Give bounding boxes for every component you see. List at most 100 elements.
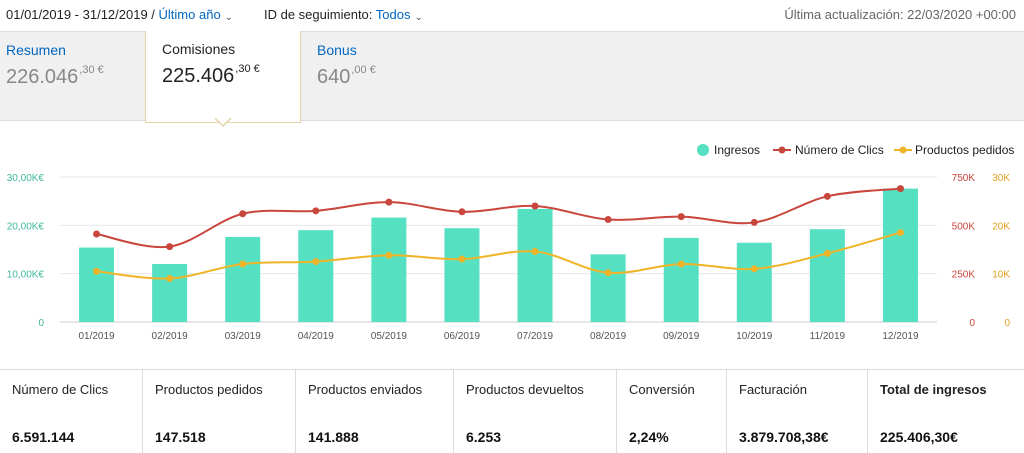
legend-pedidos-label: Productos pedidos	[915, 143, 1014, 157]
right-axis-orders-tick: 20K	[992, 221, 1010, 232]
point-numero-de-clics	[239, 210, 247, 218]
stat-label: Total de ingresos	[880, 382, 987, 397]
bar-ingresos	[809, 229, 845, 322]
x-axis-tick: 07/2019	[517, 331, 554, 342]
x-axis-tick: 06/2019	[444, 331, 481, 342]
stat-value: 6.591.144	[12, 429, 75, 445]
legend-ingresos-label: Ingresos	[714, 143, 760, 157]
x-axis-tick: 05/2019	[371, 331, 408, 342]
bar-ingresos	[517, 208, 553, 322]
left-axis-tick: 10,00K€	[7, 270, 45, 281]
top-filter-bar: 01/01/2019 - 31/12/2019 / Último año ⌄ ID…	[0, 0, 1024, 30]
bar-ingresos	[882, 188, 918, 322]
stat-label: Productos devueltos	[466, 382, 584, 397]
stat-label: Conversión	[629, 382, 695, 397]
x-axis-tick: 12/2019	[882, 331, 919, 342]
bar-ingresos	[371, 217, 407, 322]
point-productos-pedidos	[750, 265, 758, 273]
point-productos-pedidos	[604, 269, 612, 277]
stat-value: 147.518	[155, 429, 206, 445]
stat-label: Facturación	[739, 382, 807, 397]
stat-shipped: Productos enviados 141.888	[295, 370, 453, 453]
right-axis-clicks-tick: 500K	[952, 221, 976, 232]
chevron-down-icon[interactable]: ⌄	[224, 12, 234, 23]
x-axis-tick: 10/2019	[736, 331, 773, 342]
tracking-id-label: ID de seguimiento:	[264, 7, 373, 22]
legend-clics-label: Número de Clics	[795, 143, 884, 157]
legend-ingresos-swatch	[697, 144, 709, 156]
stat-value: 141.888	[308, 429, 359, 445]
point-productos-pedidos	[458, 255, 466, 263]
x-axis-tick: 04/2019	[298, 331, 335, 342]
tab-resumen[interactable]: Resumen 226.046,30 €	[0, 32, 145, 120]
stat-value: 2,24%	[629, 429, 669, 445]
bar-ingresos	[444, 228, 480, 322]
bar-ingresos	[225, 236, 261, 322]
left-axis-tick: 30,00K€	[7, 173, 45, 184]
stat-billing: Facturación 3.879.708,38€	[726, 370, 867, 453]
tracking-id-filter[interactable]: ID de seguimiento: Todos ⌄	[264, 7, 423, 23]
point-productos-pedidos	[531, 247, 539, 255]
point-productos-pedidos	[312, 258, 320, 266]
point-numero-de-clics	[312, 207, 320, 215]
tab-label: Resumen	[6, 42, 66, 58]
date-range[interactable]: 01/01/2019 - 31/12/2019 / Último año ⌄	[6, 7, 234, 23]
legend-clics-dot	[778, 146, 786, 154]
point-productos-pedidos	[823, 249, 831, 257]
point-numero-de-clics	[531, 202, 539, 210]
right-axis-clicks-tick: 0	[969, 318, 975, 329]
point-productos-pedidos	[677, 260, 685, 268]
point-numero-de-clics	[458, 208, 466, 216]
stat-clicks: Número de Clics 6.591.144	[0, 370, 142, 453]
right-axis-orders-tick: 30K	[992, 173, 1010, 184]
x-axis-tick: 02/2019	[152, 331, 189, 342]
bar-ingresos	[736, 242, 772, 322]
tab-value: 640,00 €	[317, 64, 376, 88]
stat-conversion: Conversión 2,24%	[616, 370, 726, 453]
point-numero-de-clics	[677, 213, 685, 221]
stat-total-income: Total de ingresos 225.406,30€	[867, 370, 1024, 453]
date-range-label: 01/01/2019 - 31/12/2019 /	[6, 7, 155, 22]
line-productos-pedidos	[96, 231, 901, 280]
point-productos-pedidos	[166, 275, 174, 282]
stat-value: 3.879.708,38€	[739, 429, 829, 445]
point-productos-pedidos	[93, 267, 101, 275]
line-numero-de-clics	[96, 187, 901, 249]
bar-ingresos	[590, 254, 626, 322]
right-axis-clicks-tick: 250K	[952, 270, 976, 281]
stat-ordered: Productos pedidos 147.518	[142, 370, 295, 453]
tab-label: Bonus	[317, 42, 357, 58]
legend-pedidos-dot	[899, 146, 907, 154]
summary-tabs: Resumen 226.046,30 € Comisiones 225.406,…	[0, 31, 1024, 123]
bar-ingresos	[298, 230, 334, 322]
period-dropdown[interactable]: Último año	[158, 7, 221, 22]
stat-label: Número de Clics	[12, 382, 109, 397]
point-productos-pedidos	[239, 260, 247, 268]
point-numero-de-clics	[823, 192, 831, 200]
x-axis-tick: 08/2019	[590, 331, 627, 342]
bar-ingresos	[79, 247, 115, 322]
chevron-down-icon[interactable]: ⌄	[414, 12, 423, 23]
point-numero-de-clics	[93, 230, 101, 238]
earnings-chart: 0 0 0 10,00K€ 250K 10K 20,00K€ 500K 20K 30,00K€ 75…	[7, 143, 1015, 342]
x-axis-tick: 01/2019	[78, 331, 115, 342]
tab-comisiones[interactable]: Comisiones 225.406,30 €	[145, 31, 301, 123]
tab-value: 226.046,30 €	[6, 64, 104, 88]
point-numero-de-clics	[385, 198, 393, 206]
stat-value: 225.406,30€	[880, 429, 958, 445]
x-axis-tick: 11/2019	[810, 331, 846, 342]
point-numero-de-clics	[166, 243, 174, 251]
bar-ingresos	[152, 264, 188, 322]
left-axis-tick: 20,00K€	[7, 221, 45, 232]
tab-value: 225.406,30 €	[162, 63, 260, 87]
stat-returned: Productos devueltos 6.253	[453, 370, 616, 453]
tab-label: Comisiones	[162, 41, 236, 57]
x-axis-tick: 09/2019	[663, 331, 700, 342]
point-productos-pedidos	[896, 229, 904, 237]
point-numero-de-clics	[604, 216, 612, 224]
point-numero-de-clics	[750, 218, 758, 226]
tracking-id-dropdown[interactable]: Todos	[375, 7, 411, 22]
stat-label: Productos enviados	[308, 382, 423, 397]
right-axis-clicks-tick: 750K	[952, 173, 976, 184]
tab-bonus[interactable]: Bonus 640,00 €	[301, 32, 461, 120]
